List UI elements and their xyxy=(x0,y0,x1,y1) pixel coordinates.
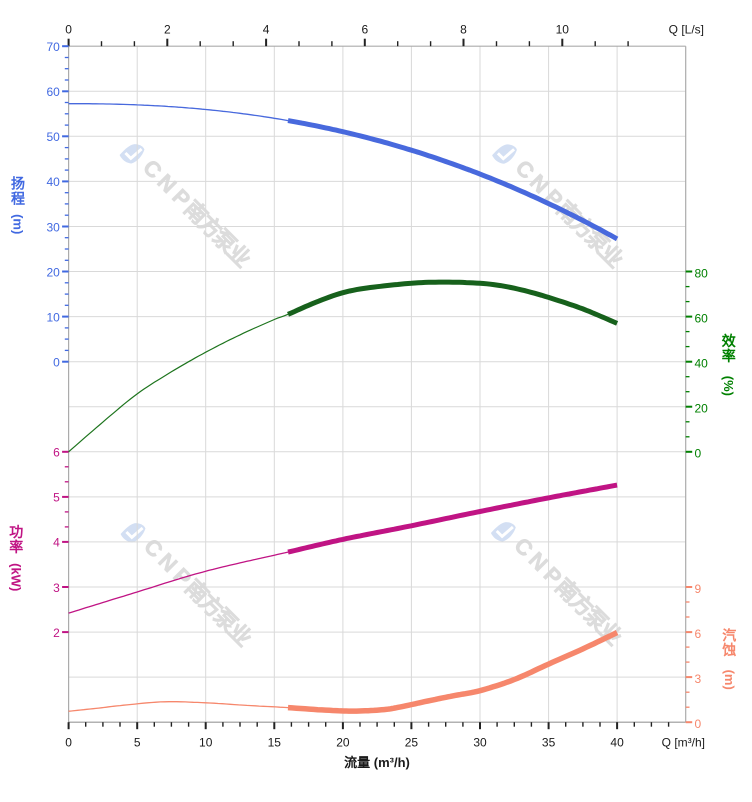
svg-text:(m): (m) xyxy=(722,670,737,690)
svg-text:0: 0 xyxy=(695,717,702,731)
svg-text:80: 80 xyxy=(695,266,709,280)
svg-text:6: 6 xyxy=(695,627,702,641)
svg-text:2: 2 xyxy=(53,626,60,640)
svg-text:20: 20 xyxy=(46,265,60,279)
svg-text:30: 30 xyxy=(473,735,487,749)
svg-text:5: 5 xyxy=(53,491,60,505)
svg-text:0: 0 xyxy=(53,356,60,370)
svg-text:(kW): (kW) xyxy=(9,563,24,591)
svg-text:Q [m³/h]: Q [m³/h] xyxy=(662,735,705,749)
svg-text:9: 9 xyxy=(695,582,702,596)
svg-text:6: 6 xyxy=(361,22,368,36)
svg-text:0: 0 xyxy=(65,735,72,749)
svg-text:8: 8 xyxy=(460,22,467,36)
svg-text:40: 40 xyxy=(610,735,624,749)
svg-text:3: 3 xyxy=(53,581,60,595)
svg-text:扬: 扬 xyxy=(11,175,25,191)
svg-text:程: 程 xyxy=(11,190,25,206)
svg-text:4: 4 xyxy=(263,22,270,36)
svg-text:70: 70 xyxy=(46,40,60,54)
svg-text:5: 5 xyxy=(134,735,141,749)
svg-text:(m): (m) xyxy=(11,214,26,234)
svg-text:汽: 汽 xyxy=(722,627,736,643)
svg-text:15: 15 xyxy=(268,735,282,749)
svg-text:(%): (%) xyxy=(721,376,736,396)
svg-text:60: 60 xyxy=(695,311,709,325)
svg-text:0: 0 xyxy=(65,22,72,36)
svg-text:流量 (m³/h): 流量 (m³/h) xyxy=(344,755,410,770)
svg-text:功: 功 xyxy=(9,524,23,540)
svg-text:4: 4 xyxy=(53,536,60,550)
svg-text:2: 2 xyxy=(164,22,171,36)
svg-text:3: 3 xyxy=(695,672,702,686)
svg-text:40: 40 xyxy=(695,357,709,371)
svg-text:50: 50 xyxy=(46,130,60,144)
svg-text:60: 60 xyxy=(46,85,60,99)
svg-text:Q [L/s]: Q [L/s] xyxy=(669,22,704,36)
svg-text:0: 0 xyxy=(695,447,702,461)
svg-text:蚀: 蚀 xyxy=(721,642,736,658)
svg-text:率: 率 xyxy=(722,348,736,364)
svg-text:10: 10 xyxy=(46,310,60,324)
svg-text:10: 10 xyxy=(199,735,213,749)
svg-text:25: 25 xyxy=(405,735,419,749)
svg-text:6: 6 xyxy=(53,446,60,460)
svg-text:率: 率 xyxy=(9,539,23,555)
svg-text:35: 35 xyxy=(542,735,556,749)
svg-text:效: 效 xyxy=(722,333,737,349)
svg-text:10: 10 xyxy=(556,22,570,36)
svg-text:20: 20 xyxy=(695,402,709,416)
svg-text:40: 40 xyxy=(46,175,60,189)
svg-text:30: 30 xyxy=(46,220,60,234)
svg-text:20: 20 xyxy=(336,735,350,749)
